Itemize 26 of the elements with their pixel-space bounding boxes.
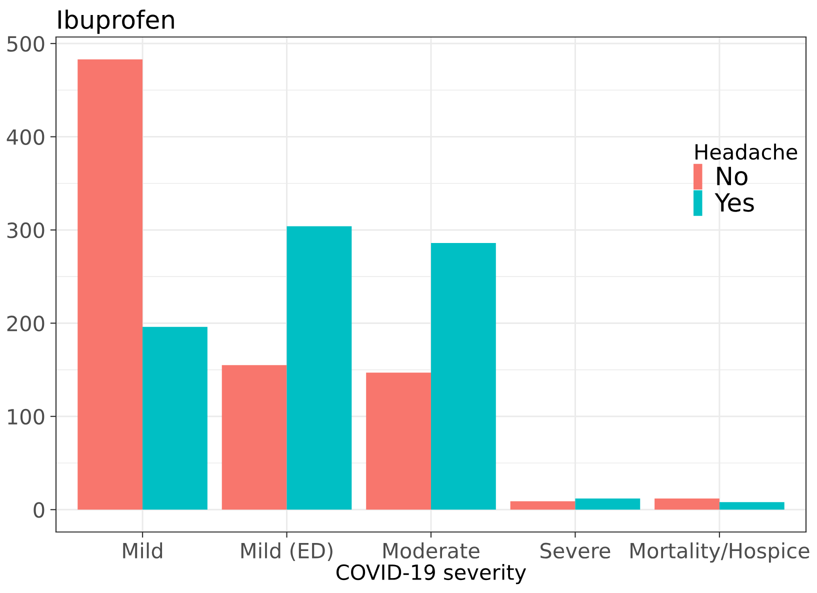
y-tick-label: 0	[34, 502, 44, 518]
x-tick-label: Mortality/Hospice	[630, 542, 810, 563]
bar	[719, 502, 784, 510]
y-tick-label: 400	[6, 129, 44, 145]
legend-title: Headache	[696, 144, 798, 160]
y-tick-label: 500	[7, 36, 44, 52]
bar	[366, 372, 431, 510]
y-tick-label: 100	[8, 408, 44, 425]
x-tick-label: Mild (ED)	[241, 542, 332, 561]
bar	[510, 501, 576, 510]
bar	[286, 226, 352, 510]
bar	[222, 365, 287, 510]
legend-label: Yes	[714, 193, 754, 212]
bar	[431, 243, 496, 510]
x-tick-label: Mild	[123, 542, 162, 559]
y-tick-label: 200	[7, 316, 44, 332]
x-tick-label: Severe	[540, 542, 610, 559]
bar	[78, 59, 143, 510]
bar	[142, 326, 208, 510]
x-axis-title: COVID-19 severity	[336, 564, 526, 584]
bar	[654, 498, 720, 510]
y-tick-label: 300	[7, 222, 44, 238]
x-tick-label: Moderate	[384, 542, 480, 559]
chart-title: Ibuprofen	[58, 10, 174, 34]
bar	[575, 498, 640, 510]
legend-label: No	[717, 166, 748, 186]
